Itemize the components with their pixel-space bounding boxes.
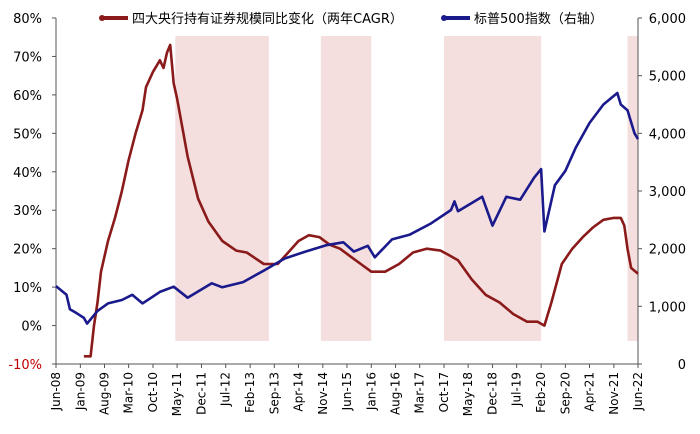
x-tick-label: Apr-21	[583, 372, 597, 412]
shaded-period-3	[627, 36, 638, 341]
shaded-period-1	[320, 36, 372, 341]
x-tick-label: Oct-10	[146, 372, 160, 412]
left-tick-label: 10%	[13, 281, 42, 296]
x-tick-label: Nov-21	[607, 372, 621, 415]
legend-label-0: 四大央行持有证券规模同比变化（两年CAGR）	[132, 11, 403, 27]
axes: -10% 0% 10% 20% 30% 40% 50% 60% 70% 80% 0 1,000 2,00…	[8, 12, 686, 416]
shaded-periods	[175, 36, 638, 341]
x-tick-label: May-18	[461, 372, 475, 416]
legend-label-1: 标普500指数（右轴）	[474, 12, 603, 27]
right-tick-label: 1,000	[649, 300, 686, 315]
right-tick-label: 4,000	[649, 127, 686, 142]
x-tick-label: Jun-15	[340, 372, 354, 411]
shaded-period-0	[175, 36, 269, 341]
x-tick-label: Sep-13	[267, 372, 281, 414]
right-tick-label: 2,000	[649, 243, 686, 258]
x-tick-label: Jun-08	[49, 372, 63, 411]
left-tick-label: 30%	[13, 204, 42, 219]
left-tick-label: 60%	[13, 89, 42, 104]
left-tick-label: 0%	[21, 320, 42, 335]
x-tick-label: Jan-09	[73, 372, 87, 411]
x-tick-label: May-11	[170, 372, 184, 416]
x-tick-label: Dec-11	[194, 372, 208, 415]
x-tick-label: Apr-14	[291, 372, 305, 412]
series-lines	[55, 43, 640, 358]
legend-dot-1	[441, 15, 447, 21]
x-tick-label: Feb-20	[534, 372, 548, 413]
shaded-period-2	[444, 36, 542, 341]
series-line-sp500	[55, 91, 640, 325]
x-tick-label: Jun-22	[631, 372, 645, 411]
left-tick-label: 40%	[13, 166, 42, 181]
x-tick-label: Oct-17	[437, 372, 451, 412]
right-tick-label: 6,000	[649, 12, 686, 27]
x-tick-label: Jul-12	[219, 372, 233, 407]
right-tick-label: 5,000	[649, 70, 686, 85]
left-tick-label: 20%	[13, 243, 42, 258]
x-tick-label: Nov-14	[316, 372, 330, 415]
left-tick-label: 70%	[13, 50, 42, 65]
legend-dot-0	[99, 15, 105, 21]
left-tick-label: 80%	[13, 12, 42, 27]
right-tick-label: 0	[678, 358, 686, 373]
legend: 四大央行持有证券规模同比变化（两年CAGR） 标普500指数（右轴）	[99, 11, 603, 27]
x-tick-label: Mar-10	[122, 372, 136, 413]
x-tick-label: Aug-16	[389, 372, 403, 415]
left-tick-label: -10%	[8, 358, 42, 373]
x-tick-label: Mar-17	[413, 372, 427, 413]
x-tick-label: Feb-13	[243, 372, 257, 413]
series-line-cagr	[83, 43, 639, 358]
x-tick-label: Dec-18	[486, 372, 500, 415]
x-tick-label: Jul-19	[510, 372, 524, 407]
x-tick-label: Jan-16	[364, 372, 378, 411]
x-tick-label: Sep-20	[558, 372, 572, 414]
left-tick-label: 50%	[13, 127, 42, 142]
right-tick-label: 3,000	[649, 185, 686, 200]
x-tick-label: Aug-09	[97, 372, 111, 415]
